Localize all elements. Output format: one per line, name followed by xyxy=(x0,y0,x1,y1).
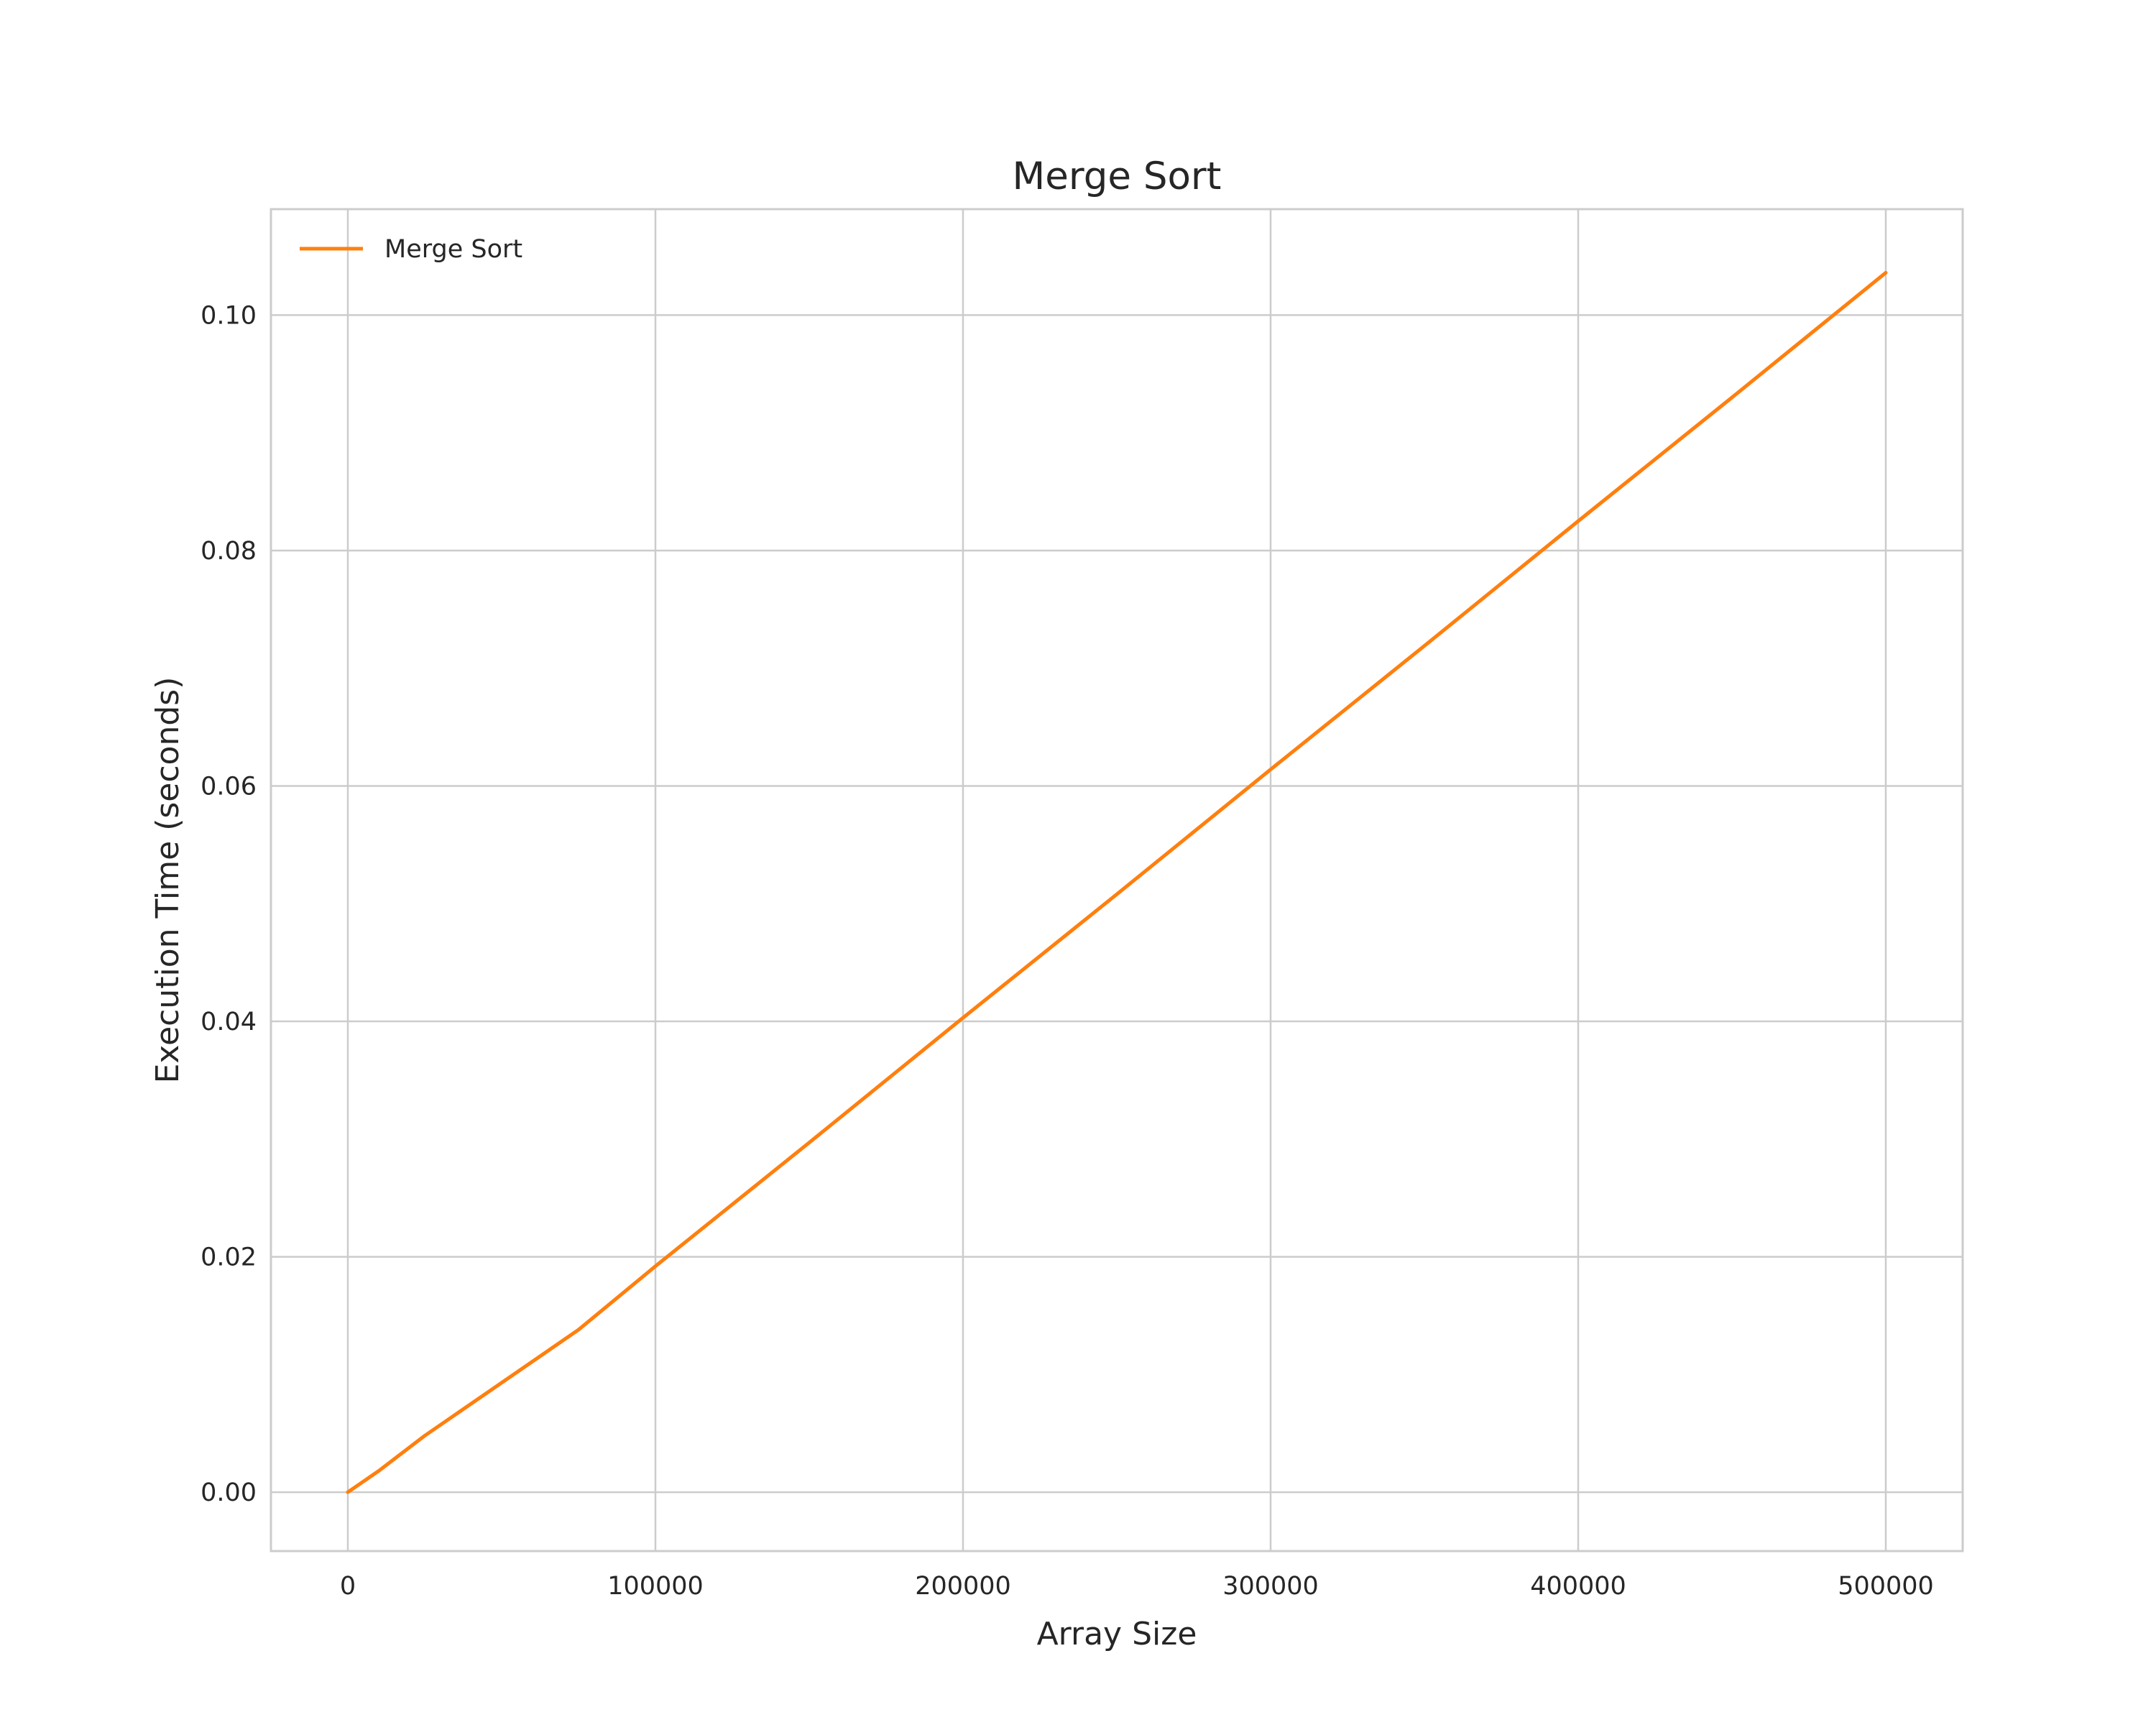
y-tick-label: 0.02 xyxy=(201,1243,257,1272)
x-tick-label: 200000 xyxy=(915,1572,1011,1601)
y-tick-label: 0.04 xyxy=(201,1008,257,1036)
series-layer xyxy=(346,270,1888,1494)
y-tick-label: 0.06 xyxy=(201,772,257,801)
y-axis-ticks: 0.00 0.02 0.04 0.06 0.08 0.10 xyxy=(201,301,257,1507)
y-tick-label: 0.00 xyxy=(201,1478,257,1507)
grid xyxy=(271,209,1963,1551)
x-tick-label: 0 xyxy=(340,1572,356,1601)
x-axis-label: Array Size xyxy=(1037,1616,1197,1652)
series-line-0 xyxy=(346,270,1888,1494)
x-tick-label: 300000 xyxy=(1222,1572,1319,1601)
x-tick-label: 500000 xyxy=(1838,1572,1934,1601)
y-tick-label: 0.10 xyxy=(201,301,257,330)
legend: Merge Sort xyxy=(300,235,522,264)
legend-label-merge-sort: Merge Sort xyxy=(384,235,522,264)
y-tick-label: 0.08 xyxy=(201,537,257,566)
x-tick-label: 100000 xyxy=(607,1572,704,1601)
y-axis-label: Execution Time (seconds) xyxy=(149,677,186,1084)
chart-title: Merge Sort xyxy=(1013,155,1222,198)
plot-frame xyxy=(270,208,1964,1552)
x-tick-label: 400000 xyxy=(1530,1572,1626,1601)
x-axis-ticks: 0 100000 200000 300000 400000 500000 xyxy=(340,1572,1934,1601)
